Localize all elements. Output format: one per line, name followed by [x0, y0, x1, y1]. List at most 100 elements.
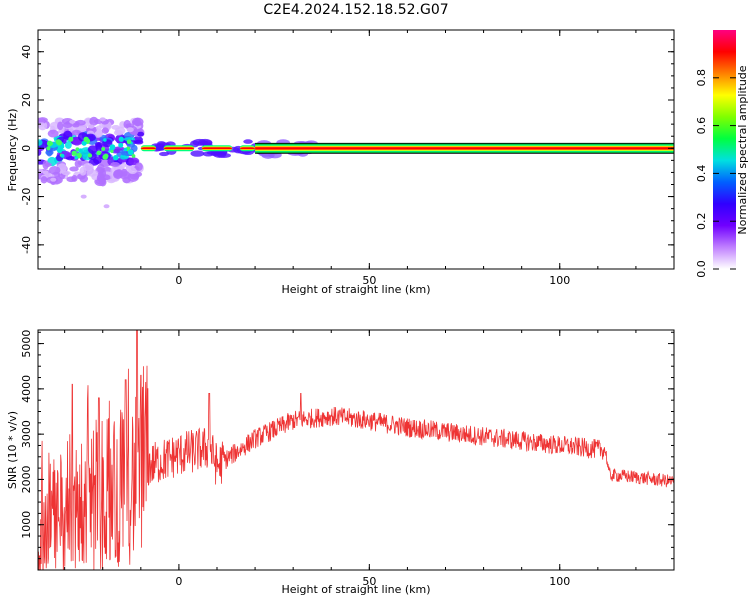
y-tick-label: 2000 [20, 465, 33, 493]
spectrogram-cell [202, 140, 213, 146]
spectrogram-hotspot [78, 148, 83, 153]
x-tick-label: 100 [549, 575, 570, 588]
y-tick-label: 40 [20, 45, 33, 59]
colorbar-tick-label: 0.2 [695, 212, 708, 230]
colorbar-tick-label: 0.0 [695, 260, 708, 278]
colorbar-tick-label: 0.4 [695, 165, 708, 183]
spectrogram-hotspot [87, 153, 93, 158]
spectrogram-cell [111, 149, 120, 154]
spectrogram-cell [71, 175, 78, 182]
spectrogram-hotspot [123, 147, 128, 152]
spectrogram-frame [37, 29, 675, 270]
spectrogram-cell [95, 142, 103, 153]
snr-ticks: 0 50 100 1000 2000 3000 4000 5000 [20, 330, 675, 588]
spectrogram-hotspot [131, 154, 136, 158]
spectrogram-ylabel: Frequency (Hz) [6, 109, 19, 192]
spectrogram-hotspot [96, 150, 102, 156]
spectrogram-cell [57, 121, 64, 131]
figure-title: C2E4.2024.152.18.52.G07 [263, 2, 448, 18]
spectrogram-cell [113, 170, 120, 178]
spectrogram-hotspot [68, 136, 74, 142]
x-tick-label: 50 [362, 274, 376, 287]
spectrogram-hotspot [57, 147, 63, 153]
spectrogram-cell [47, 129, 59, 138]
x-tick-label: 100 [549, 274, 570, 287]
spectrogram-cell [44, 162, 52, 167]
spectrogram-cell [79, 166, 87, 176]
spectrogram-cell [190, 150, 205, 157]
spectrogram-hotspot [46, 146, 51, 151]
spectrogram-cell [137, 131, 145, 137]
spectrogram-hotspot [126, 139, 132, 145]
spectrogram-hotspot [110, 149, 114, 153]
spectrogram-cell [94, 131, 103, 136]
spectrogram-segment [163, 147, 195, 150]
spectrogram-cell [99, 168, 107, 178]
colorbar-ticks: 0.0 0.2 0.4 0.6 0.8 [695, 69, 736, 278]
spectrogram-cell [40, 176, 48, 184]
spectrogram-cell [38, 139, 43, 146]
spectrogram-cell [128, 167, 138, 175]
colorbar-tick-label: 0.6 [695, 117, 708, 135]
snr-xlabel: Height of straight line (km) [281, 583, 430, 596]
colorbar-label: Normalized spectral amplitude [736, 65, 749, 234]
y-tick-label: 4000 [20, 375, 33, 403]
spectrogram-ticks: 0 50 100 -40 -20 0 20 40 [20, 30, 675, 287]
spectrogram-cell [69, 119, 76, 124]
spectrogram-hotspot [102, 154, 108, 160]
spectrogram-hotspot [118, 136, 124, 142]
y-tick-label: -20 [20, 188, 33, 206]
spectrogram-cell [123, 119, 132, 129]
y-tick-label: 1000 [20, 511, 33, 539]
x-tick-label: 0 [175, 274, 182, 287]
spectrogram-cell [86, 169, 98, 177]
spectrogram-cell [135, 162, 143, 171]
spectrogram-hotspot [101, 146, 106, 151]
spectrogram-cell [127, 172, 139, 182]
spectrogram-hotspot [56, 140, 63, 146]
spectrogram-cell [48, 165, 61, 175]
spectrogram-cell [38, 122, 46, 127]
spectrogram-cell [50, 177, 57, 182]
y-tick-label: 0 [20, 145, 33, 152]
spectrogram-cell [243, 139, 253, 144]
spectrogram-cell [80, 194, 87, 199]
spectrogram-cell [75, 119, 86, 126]
spectrogram-cell [62, 122, 73, 128]
spectrogram-cell [46, 149, 53, 157]
spectrogram-hotspot [74, 156, 78, 160]
spectrogram-hotspot [83, 136, 89, 143]
spectrogram-hotspot [49, 141, 53, 146]
snr-panel: 0 50 100 1000 2000 3000 4000 5000 Height of str… [6, 329, 675, 596]
spectrogram-hotspot [60, 153, 65, 158]
spectrogram-cell [126, 127, 134, 133]
spectrogram-cell [113, 129, 123, 136]
spectrogram-hotspot [103, 138, 107, 142]
spectrogram-hotspot [127, 149, 134, 156]
spectrogram-cell [101, 127, 109, 134]
spectrogram-main-line [255, 147, 674, 150]
spectrogram-cell [134, 139, 144, 145]
y-tick-label: 3000 [20, 420, 33, 448]
spectrogram-xlabel: Height of straight line (km) [281, 283, 430, 296]
spectrogram-cell [69, 166, 79, 172]
spectrogram-hotspot [118, 142, 124, 148]
snr-frame [37, 329, 675, 571]
spectrogram-segment [201, 147, 233, 150]
x-tick-label: 50 [362, 575, 376, 588]
spectrogram-cell [88, 124, 95, 129]
spectrogram-segment [140, 147, 157, 150]
spectrogram-cell [131, 120, 142, 125]
spectrogram-cell [74, 160, 82, 168]
spectrogram-cell [103, 204, 110, 209]
colorbar-tick-label: 0.8 [695, 69, 708, 87]
snr-ylabel: SNR (10 * v/v) [6, 411, 19, 489]
spectrogram-cell [128, 157, 140, 166]
spectrogram-segment [239, 147, 256, 150]
y-tick-label: -40 [20, 236, 33, 254]
spectrogram-hotspot [83, 149, 87, 153]
spectrogram-hotspot [109, 144, 116, 151]
spectrogram-cell [120, 155, 128, 160]
spectrogram-cell [64, 141, 72, 149]
